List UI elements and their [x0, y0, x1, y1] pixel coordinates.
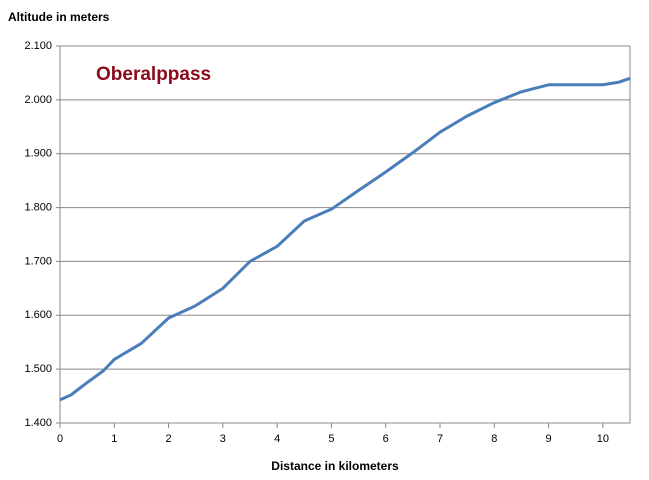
x-tick-label: 10: [597, 433, 609, 445]
x-tick-label: 9: [546, 433, 552, 445]
x-tick-label: 3: [220, 433, 226, 445]
annotation: Oberalppass: [96, 64, 211, 85]
x-tick-label: 8: [491, 433, 497, 445]
y-tick-label: 2.100: [24, 40, 52, 52]
x-axis-label: Distance in kilometers: [271, 459, 399, 473]
x-tick-label: 0: [57, 433, 63, 445]
x-tick-label: 7: [437, 433, 443, 445]
y-tick-label: 2.000: [24, 94, 52, 106]
y-tick-label: 1.900: [24, 148, 52, 160]
x-tick-label: 5: [328, 433, 334, 445]
y-tick-label: 1.800: [24, 201, 52, 213]
line-series: [59, 76, 631, 402]
x-tick-label: 6: [383, 433, 389, 445]
x-tick-label: 2: [166, 433, 172, 445]
chart-title: Altitude in meters: [8, 10, 110, 24]
y-tick-label: 1.500: [24, 363, 52, 375]
plot-area: [59, 45, 631, 424]
x-tick-label: 1: [111, 433, 117, 445]
y-tick-label: 1.600: [24, 309, 52, 321]
y-tick-label: 1.700: [24, 255, 52, 267]
x-tick-label: 4: [274, 433, 280, 445]
y-tick-label: 1.400: [24, 417, 52, 429]
